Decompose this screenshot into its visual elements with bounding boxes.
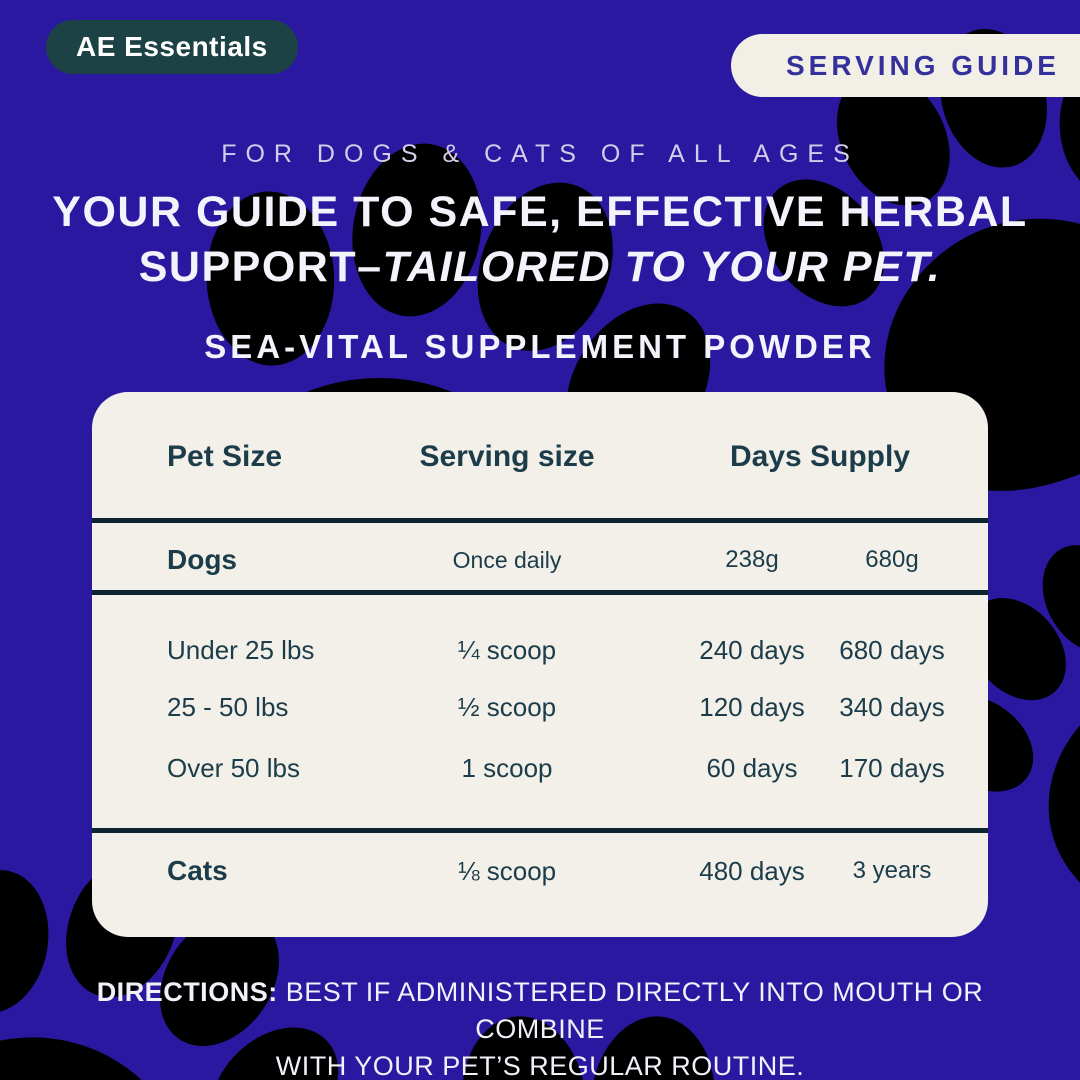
days-supply-value-a: 60 days (706, 753, 798, 783)
pet-size-value: Cats (167, 855, 228, 886)
days-supply-value-a: 480 days (699, 856, 805, 886)
table-row-under-25lbs: Under 25 lbs ¼ scoop 240 days 680 days (92, 624, 988, 676)
serving-table-card: Pet Size Serving size Days Supply Dogs O… (92, 392, 988, 937)
brand-badge: AE Essentials (46, 20, 298, 74)
days-supply-value-a: 120 days (699, 692, 805, 722)
serving-size-value: ⅛ scoop (457, 856, 557, 886)
directions-label: DIRECTIONS: (96, 977, 278, 1007)
table-row-25-50lbs: 25 - 50 lbs ½ scoop 120 days 340 days (92, 681, 988, 733)
serving-size-value: ½ scoop (457, 692, 557, 722)
directions-line1: BEST IF ADMINISTERED DIRECTLY INTO MOUTH… (285, 977, 984, 1044)
serving-guide-pill: SERVING GUIDE (731, 34, 1080, 97)
serving-size-value: ¼ scoop (457, 635, 557, 665)
column-header-serving-size: Serving size (419, 440, 595, 473)
days-supply-value-b: 3 years (852, 857, 932, 884)
product-title: SEA-VITAL SUPPLEMENT POWDER (204, 328, 876, 365)
directions-line2: WITH YOUR PET’S REGULAR ROUTINE. (275, 1051, 805, 1080)
pet-size-value: Dogs (167, 544, 237, 575)
serving-guide-pill-label: SERVING GUIDE (786, 49, 1060, 81)
days-supply-value-b: 170 days (839, 753, 945, 783)
pet-size-value: 25 - 50 lbs (167, 692, 289, 722)
serving-size-value: Once daily (452, 547, 562, 573)
directions-text: DIRECTIONS: BEST IF ADMINISTERED DIRECTL… (40, 974, 1040, 1080)
pet-size-value: Over 50 lbs (167, 753, 300, 783)
days-supply-value-b: 340 days (839, 692, 945, 722)
column-header-days-supply: Days Supply (729, 440, 911, 473)
brand-badge-label: AE Essentials (76, 31, 268, 62)
table-divider (92, 590, 988, 595)
table-row-over-50lbs: Over 50 lbs 1 scoop 60 days 170 days (92, 742, 988, 794)
eyebrow-text: FOR DOGS & CATS OF ALL AGES (221, 140, 859, 168)
days-supply-value-a: 240 days (699, 635, 805, 665)
headline-line1: YOUR GUIDE TO SAFE, EFFECTIVE HERBAL (52, 188, 1028, 236)
pet-size-value: Under 25 lbs (167, 635, 315, 665)
headline: YOUR GUIDE TO SAFE, EFFECTIVE HERBAL SUP… (0, 185, 1080, 295)
table-row-cats: Cats ⅛ scoop 480 days 3 years (92, 845, 988, 897)
column-header-pet-size: Pet Size (167, 440, 283, 473)
table-divider (92, 518, 988, 523)
days-supply-value-a: 238g (725, 546, 779, 573)
table-divider (92, 828, 988, 833)
headline-line2-regular: SUPPORT– (138, 243, 383, 291)
serving-size-value: 1 scoop (461, 753, 553, 783)
table-row-dogs: Dogs Once daily 238g 680g (92, 534, 988, 586)
days-supply-value-b: 680g (865, 546, 919, 573)
headline-line2-italic: TAILORED TO YOUR PET. (382, 243, 942, 291)
days-supply-value-b: 680 days (839, 635, 945, 665)
